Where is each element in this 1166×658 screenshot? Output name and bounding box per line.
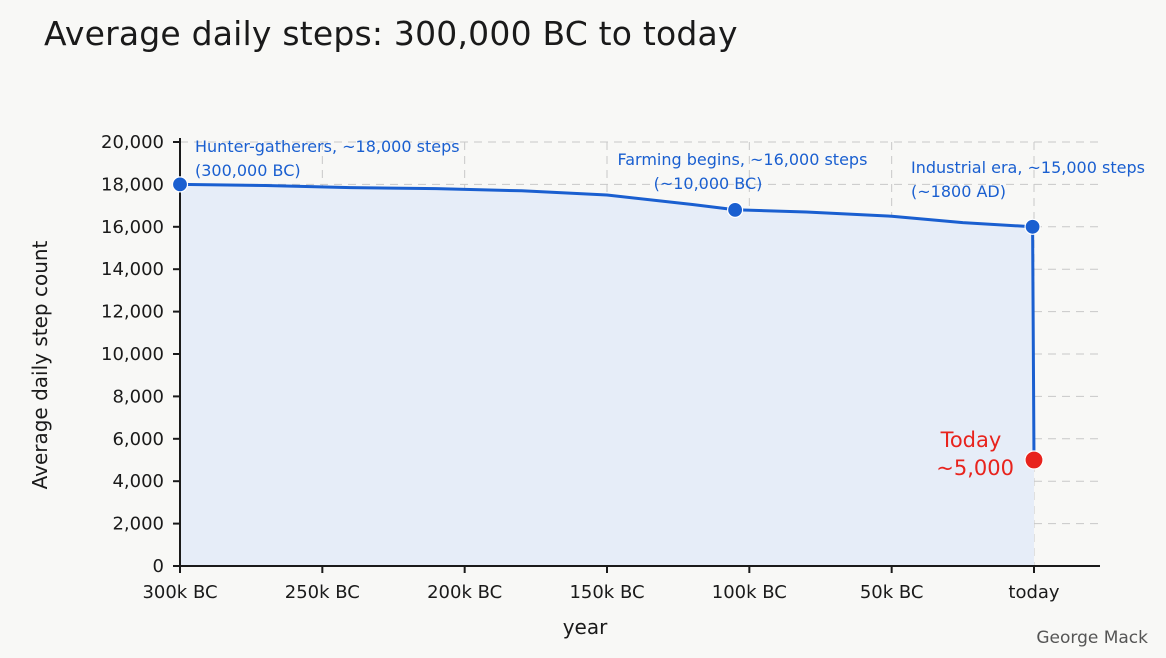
x-tick-label: 250k BC xyxy=(285,582,360,603)
annotation-today: Today ~5,000 xyxy=(936,428,1014,480)
x-tick-label: 200k BC xyxy=(427,582,502,603)
annotation-hunter-gatherers-line1: Hunter-gatherers, ~18,000 steps xyxy=(195,137,460,156)
annotation-industrial-line2: (~1800 AD) xyxy=(911,182,1006,201)
annotation-farming-line2: (~10,000 BC) xyxy=(654,174,763,193)
x-tick-label: 50k BC xyxy=(860,582,924,603)
x-ticks: 300k BC 250k BC 200k BC 150k BC 100k BC 50k B… xyxy=(142,566,1060,603)
y-tick-label: 8,000 xyxy=(112,386,164,407)
data-point xyxy=(726,201,744,218)
x-tick-label: 100k BC xyxy=(712,582,787,603)
y-tick-label: 10,000 xyxy=(101,344,164,365)
author-credit: George Mack xyxy=(1036,628,1148,648)
y-ticks: 0 2,000 4,000 6,000 8,000 10,000 12,000 14,000 1… xyxy=(101,132,180,577)
y-tick-label: 14,000 xyxy=(101,259,164,280)
data-points xyxy=(171,176,1044,470)
area-fill xyxy=(180,184,1034,566)
data-point xyxy=(1024,218,1041,235)
y-tick-label: 18,000 xyxy=(101,174,164,195)
y-tick-label: 4,000 xyxy=(112,471,164,492)
y-axis-label: Average daily step count xyxy=(28,240,52,489)
annotation-industrial: Industrial era, ~15,000 steps (~1800 AD) xyxy=(911,158,1150,201)
y-tick-label: 20,000 xyxy=(101,132,164,153)
y-tick-label: 6,000 xyxy=(112,429,164,450)
y-tick-label: 2,000 xyxy=(112,514,164,535)
annotation-today-line2: ~5,000 xyxy=(936,456,1014,480)
series-line xyxy=(179,182,1036,461)
annotation-farming: Farming begins, ~16,000 steps (~10,000 B… xyxy=(617,150,872,193)
data-point xyxy=(171,176,189,193)
x-tick-label: 300k BC xyxy=(142,582,217,603)
annotations: Hunter-gatherers, ~18,000 steps (300,000… xyxy=(195,137,1150,480)
x-tick-label: 150k BC xyxy=(569,582,644,603)
y-tick-label: 12,000 xyxy=(101,302,164,323)
chart-title: Average daily steps: 300,000 BC to today xyxy=(44,14,738,53)
x-tick-label: today xyxy=(1008,582,1060,603)
annotation-hunter-gatherers: Hunter-gatherers, ~18,000 steps (300,000… xyxy=(195,137,465,180)
y-tick-label: 16,000 xyxy=(101,217,164,238)
annotation-hunter-gatherers-line2: (300,000 BC) xyxy=(195,161,301,180)
annotation-farming-line1: Farming begins, ~16,000 steps xyxy=(617,150,867,169)
y-tick-label: 0 xyxy=(153,556,164,577)
annotation-today-line1: Today xyxy=(940,428,1002,452)
annotation-industrial-line1: Industrial era, ~15,000 steps xyxy=(911,158,1145,177)
x-axis-label: year xyxy=(563,615,608,639)
data-point xyxy=(1024,450,1044,470)
